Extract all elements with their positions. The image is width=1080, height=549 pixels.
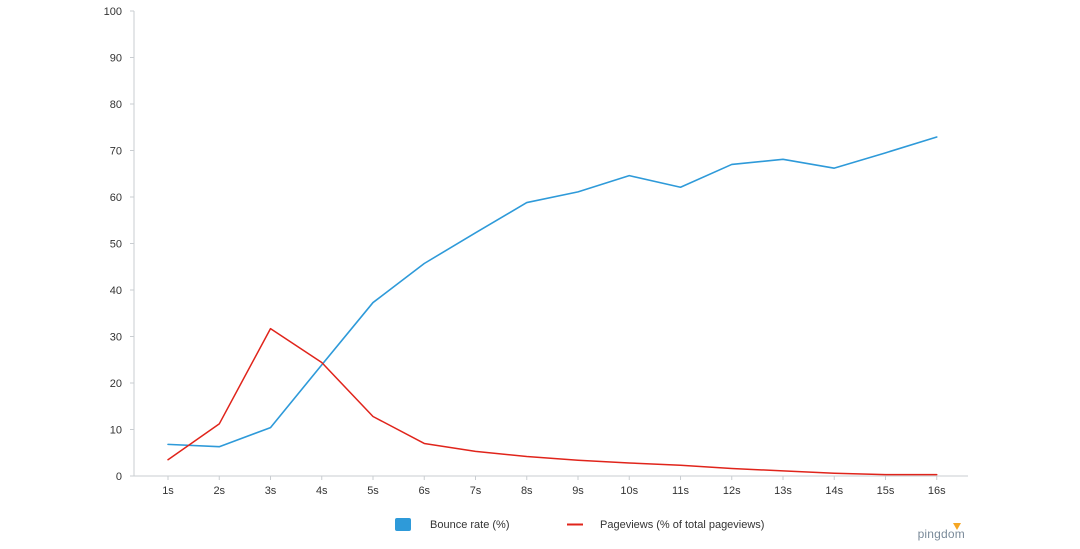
y-tick-label: 60 bbox=[110, 192, 122, 204]
series-lines bbox=[167, 136, 938, 476]
legend-item-pageviews[interactable]: Pageviews (% of total pageviews) bbox=[567, 519, 764, 531]
x-tick-label: 10s bbox=[620, 485, 638, 497]
x-tick-label: 13s bbox=[774, 485, 792, 497]
x-tick-label: 15s bbox=[877, 485, 895, 497]
y-tick-label: 70 bbox=[110, 146, 122, 158]
x-tick-label: 12s bbox=[723, 485, 741, 497]
x-tick-label: 7s bbox=[470, 485, 482, 497]
y-tick-label: 10 bbox=[110, 425, 122, 437]
y-tick-label: 50 bbox=[110, 239, 122, 251]
x-tick-label: 8s bbox=[521, 485, 533, 497]
x-tick-label: 9s bbox=[572, 485, 584, 497]
brand-logo-text: pingdom bbox=[918, 527, 965, 541]
legend-label-pageviews: Pageviews (% of total pageviews) bbox=[600, 519, 764, 531]
y-tick-label: 90 bbox=[110, 53, 122, 65]
series-line-bounce-rate[interactable] bbox=[167, 136, 938, 448]
y-tick-label: 30 bbox=[110, 332, 122, 344]
chart-legend: Bounce rate (%) Pageviews (% of total pa… bbox=[395, 518, 764, 531]
pingdom-logo-icon bbox=[953, 523, 961, 530]
x-tick-label: 14s bbox=[825, 485, 843, 497]
chart-axes bbox=[133, 11, 968, 477]
legend-swatch-bounce-rate bbox=[395, 518, 411, 531]
y-tick-label: 80 bbox=[110, 99, 122, 111]
legend-label-bounce-rate: Bounce rate (%) bbox=[430, 519, 509, 531]
x-tick-label: 6s bbox=[418, 485, 430, 497]
x-tick-label: 2s bbox=[213, 485, 225, 497]
y-axis-ticks: 0 10 20 30 40 50 60 70 80 90 100 bbox=[104, 6, 134, 483]
x-tick-label: 3s bbox=[265, 485, 277, 497]
x-tick-label: 4s bbox=[316, 485, 328, 497]
pingdom-logo: pingdom bbox=[918, 523, 965, 541]
x-tick-label: 16s bbox=[928, 485, 946, 497]
x-tick-label: 1s bbox=[162, 485, 174, 497]
x-tick-label: 11s bbox=[672, 485, 689, 497]
y-tick-label: 0 bbox=[116, 471, 122, 483]
series-line-pageviews[interactable] bbox=[167, 327, 938, 476]
y-tick-label: 20 bbox=[110, 378, 122, 390]
x-tick-label: 5s bbox=[367, 485, 379, 497]
legend-item-bounce-rate[interactable]: Bounce rate (%) bbox=[395, 518, 509, 531]
y-tick-label: 40 bbox=[110, 285, 122, 297]
y-tick-label: 100 bbox=[104, 6, 122, 18]
x-axis-ticks: 1s 2s 3s 4s 5s 6s 7s 8s 9s 10s 11s 12s 13s 14s 15s 16s bbox=[162, 476, 946, 497]
